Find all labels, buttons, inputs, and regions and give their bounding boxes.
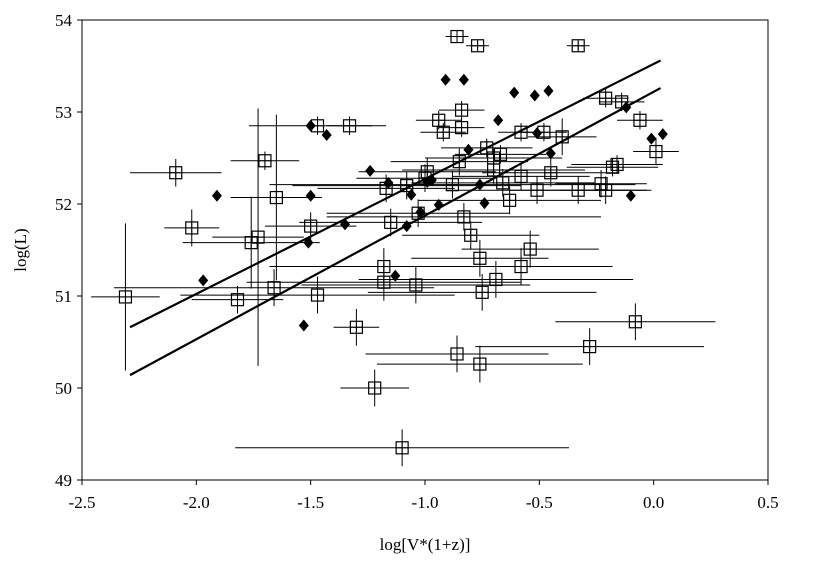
diamond-marker — [543, 84, 554, 97]
diamond-marker — [406, 188, 417, 201]
x-tick-label: -1.5 — [297, 493, 324, 512]
diamond-marker — [493, 114, 504, 127]
diamond-marker — [625, 189, 636, 202]
diamond-marker — [305, 189, 316, 202]
y-tick-label: 52 — [55, 195, 72, 214]
y-tick-label: 51 — [55, 287, 72, 306]
x-tick-label: 0.5 — [757, 493, 778, 512]
x-tick-label: -0.5 — [526, 493, 553, 512]
diamond-marker — [298, 319, 309, 332]
diamond-marker — [509, 86, 520, 99]
fit-line — [129, 87, 662, 377]
x-tick-label: 0.0 — [643, 493, 664, 512]
diamond-marker — [657, 128, 668, 141]
diamond-marker — [321, 129, 332, 141]
x-axis-label: log[V*(1+z)] — [380, 535, 471, 554]
diamond-marker — [305, 119, 316, 132]
y-tick-label: 49 — [55, 471, 72, 490]
x-tick-label: -1.0 — [412, 493, 439, 512]
diamond-marker — [415, 206, 426, 219]
diamond-marker — [458, 73, 469, 86]
plot-area — [81, 19, 769, 481]
y-tick-label: 54 — [55, 11, 73, 30]
y-axis-label: log(L) — [11, 228, 30, 271]
diamond-marker — [529, 89, 540, 102]
diamond-marker — [646, 132, 657, 145]
diamond-marker — [463, 143, 474, 156]
diamond-marker — [532, 127, 543, 140]
diamond-marker — [365, 164, 376, 177]
diamond-marker — [390, 269, 401, 282]
diamond-marker — [211, 189, 222, 202]
y-tick-label: 53 — [55, 103, 72, 122]
markers — [118, 29, 668, 455]
diamond-marker — [440, 73, 451, 86]
diamond-marker — [479, 197, 490, 210]
x-tick-label: -2.5 — [69, 493, 96, 512]
diamond-marker — [383, 176, 394, 189]
diamond-marker — [198, 274, 209, 287]
fit-line — [129, 59, 662, 329]
y-tick-label: 50 — [55, 379, 72, 398]
diamond-marker — [545, 147, 556, 160]
x-tick-label: -2.0 — [183, 493, 210, 512]
